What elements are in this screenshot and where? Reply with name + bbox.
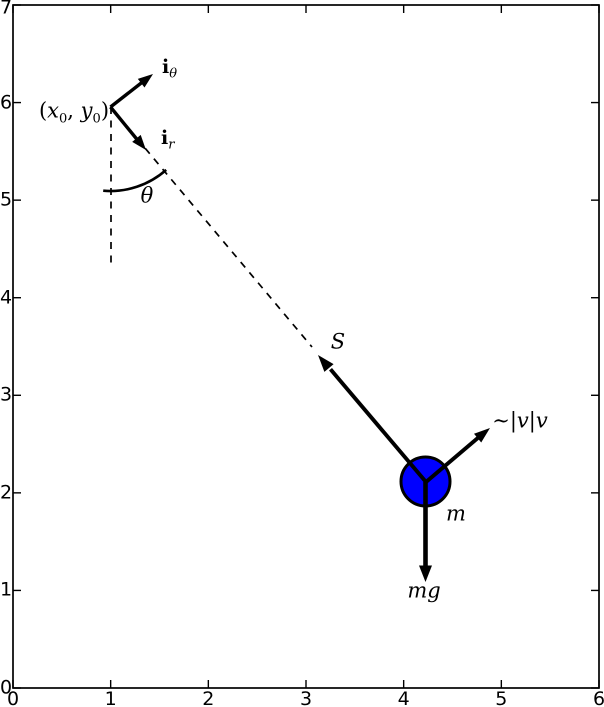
axis-ticks bbox=[12, 4, 600, 689]
weight-label: mg bbox=[407, 578, 441, 603]
xtick-label-3: 3 bbox=[299, 688, 313, 707]
xtick-label-0: 0 bbox=[6, 688, 20, 707]
tension-arrow bbox=[318, 355, 428, 484]
drag-label: ∼|v|v bbox=[492, 408, 548, 433]
drag-bar-2: | bbox=[528, 408, 536, 433]
pivot-x: x bbox=[47, 98, 60, 123]
ytick-label-7: 7 bbox=[0, 0, 13, 19]
ytick-label-3: 3 bbox=[0, 383, 13, 406]
weight-arrow bbox=[419, 482, 432, 582]
ytick-label-5: 5 bbox=[0, 188, 13, 211]
pivot-comma: , bbox=[67, 98, 81, 123]
pivot-close-paren: ) bbox=[100, 98, 110, 123]
mass-label: m bbox=[446, 501, 466, 526]
theta-label: θ bbox=[140, 183, 154, 208]
xtick-label-6: 6 bbox=[592, 688, 604, 707]
i-theta-subscript: θ bbox=[169, 66, 178, 82]
i-theta-main: i bbox=[162, 56, 170, 78]
xtick-label-5: 5 bbox=[495, 688, 508, 707]
drag-bar-1: | bbox=[509, 408, 517, 433]
pivot-x-subscript: 0 bbox=[59, 111, 68, 127]
ytick-label-4: 4 bbox=[0, 286, 13, 309]
xtick-label-1: 1 bbox=[104, 688, 117, 707]
pivot-y-subscript: 0 bbox=[92, 111, 101, 127]
tension-label: S bbox=[330, 329, 346, 354]
drag-v-2: v bbox=[535, 408, 548, 433]
pivot-label: (x0, y0) bbox=[38, 98, 110, 127]
drag-arrow bbox=[424, 428, 490, 484]
ytick-label-6: 6 bbox=[0, 91, 13, 114]
i-r-main: i bbox=[161, 127, 169, 149]
i-r-subscript: r bbox=[168, 137, 175, 153]
xtick-label-4: 4 bbox=[397, 688, 410, 707]
string-dashed-line bbox=[109, 106, 313, 348]
unit-vector-r-arrow bbox=[109, 105, 146, 150]
i-theta-label: iθ bbox=[162, 58, 177, 81]
drag-tilde: ∼ bbox=[492, 408, 510, 433]
i-r-label: ir bbox=[161, 129, 174, 152]
xtick-label-2: 2 bbox=[202, 688, 215, 707]
ytick-label-0: 0 bbox=[0, 676, 13, 699]
ytick-label-1: 1 bbox=[0, 578, 13, 601]
ytick-label-2: 2 bbox=[0, 481, 13, 504]
pivot-y: y bbox=[80, 98, 93, 123]
pivot-open-paren: ( bbox=[38, 98, 48, 123]
unit-vector-theta-arrow bbox=[109, 74, 153, 109]
angle-arc bbox=[103, 168, 168, 193]
drag-v-1: v bbox=[516, 408, 529, 433]
